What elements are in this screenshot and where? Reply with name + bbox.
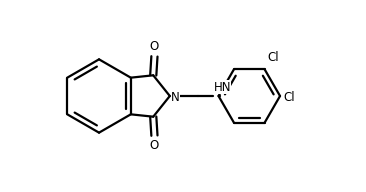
Text: O: O bbox=[150, 40, 159, 53]
Text: O: O bbox=[150, 139, 159, 152]
Text: Cl: Cl bbox=[267, 51, 279, 64]
Text: N: N bbox=[171, 91, 179, 104]
Text: HN: HN bbox=[214, 81, 231, 94]
Text: Cl: Cl bbox=[284, 91, 295, 104]
